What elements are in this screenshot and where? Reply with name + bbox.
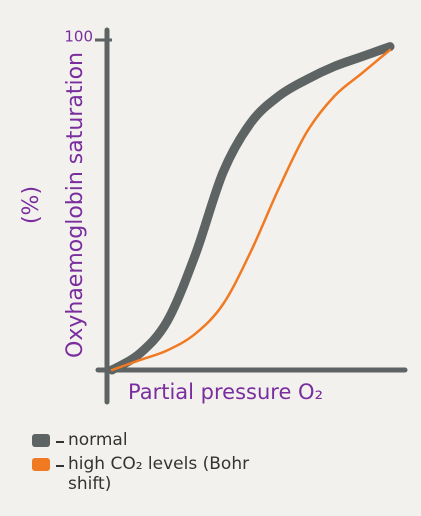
legend-swatch (32, 434, 50, 447)
y-axis-label: Oxyhaemoglobin saturation (63, 52, 88, 358)
x-axis-label: Partial pressure O₂ (128, 380, 323, 404)
legend-dash (56, 441, 64, 443)
legend-dash (56, 465, 64, 467)
series-line (107, 42, 395, 375)
legend-label: high CO₂ levels (Bohr shift) (68, 454, 250, 494)
legend-swatch (32, 458, 50, 471)
legend-entry: high CO₂ levels (Bohr shift) (32, 454, 252, 494)
series-line (110, 48, 392, 372)
y-axis-unit: (%) (19, 186, 44, 224)
y-tick-label: 100 (64, 28, 93, 46)
legend-label: normal (68, 430, 128, 450)
legend: normal high CO₂ levels (Bohr shift) (32, 430, 252, 498)
legend-entry: normal (32, 430, 252, 450)
